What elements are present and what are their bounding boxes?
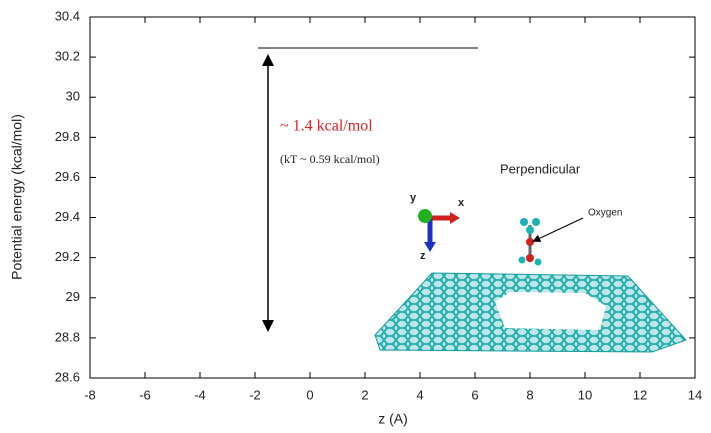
x-tick-label: -6 [139, 387, 151, 402]
chart: ~ 1.4 kcal/mol (kT ~ 0.59 kcal/mol) Oxyg… [0, 0, 711, 433]
x-tick-label: 12 [633, 387, 647, 402]
x-tick-label: 0 [306, 387, 313, 402]
axis-z-label: z [420, 250, 426, 262]
inset: Oxygen Perpendicular x y z [375, 161, 686, 352]
y-tick-label: 30.2 [55, 49, 80, 64]
x-axis-label: z (A) [378, 411, 408, 427]
x-tick-label: 8 [526, 387, 533, 402]
y-tick-label: 29 [66, 289, 80, 304]
axis-x-label: x [458, 197, 465, 209]
x-tick-label: -2 [249, 387, 261, 402]
energy-annotation: ~ 1.4 kcal/mol [280, 118, 373, 135]
atom-label: Oxygen [588, 208, 622, 219]
x-tick-label: 6 [471, 387, 478, 402]
x-tick-label: 14 [688, 387, 702, 402]
x-tick-label: 10 [578, 387, 592, 402]
inset-label: Perpendicular [500, 161, 581, 176]
y-tick-label: 29.8 [55, 129, 80, 144]
y-tick-label: 28.6 [55, 369, 80, 384]
kt-annotation: (kT ~ 0.59 kcal/mol) [280, 152, 380, 166]
x-tick-label: 2 [361, 387, 368, 402]
y-tick-label: 30.4 [55, 8, 80, 23]
x-tick-label: -8 [84, 387, 96, 402]
x-tick-label: -4 [194, 387, 206, 402]
y-tick-label: 29.2 [55, 249, 80, 264]
x-tick-label: 4 [416, 387, 423, 402]
y-tick-label: 28.8 [55, 329, 80, 344]
axis-y-label: y [410, 192, 417, 204]
graphene-hole [495, 292, 606, 330]
y-axis-label: Potential energy (kcal/mol) [9, 114, 25, 280]
y-tick-label: 30 [66, 89, 80, 104]
y-tick-label: 29.4 [55, 209, 80, 224]
y-tick-label: 29.6 [55, 169, 80, 184]
